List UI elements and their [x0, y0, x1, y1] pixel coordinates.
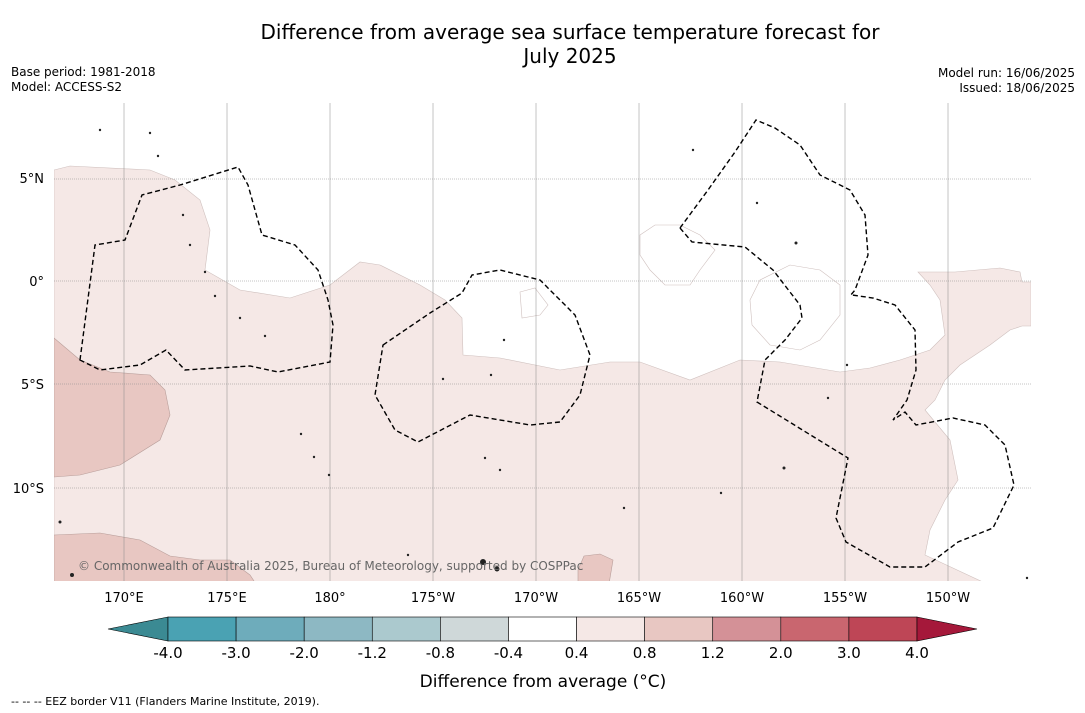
- colorbar-title: Difference from average (°C): [420, 672, 667, 692]
- eez-line-islands: [679, 119, 869, 297]
- colorbar-extension-high: [916, 616, 978, 642]
- eez-phoenix: [374, 269, 591, 443]
- colorbar-tick-label: 3.0: [837, 644, 861, 662]
- colorbar-tick-label: 2.0: [769, 644, 793, 662]
- lon-label: 160°W: [720, 591, 764, 606]
- lon-label: 175°E: [207, 591, 247, 606]
- lon-label: 170°W: [514, 591, 558, 606]
- colorbar-segment: [644, 616, 714, 642]
- meta-left: Base period: 1981-2018 Model: ACCESS-S2: [11, 65, 156, 95]
- eez-borders: [79, 119, 1015, 568]
- eez-tuvalu: [79, 166, 334, 373]
- eez-footnote: -- -- -- EEZ border V11 (Flanders Marine…: [11, 695, 320, 708]
- colorbar-segment: [780, 616, 850, 642]
- model-name: Model: ACCESS-S2: [11, 80, 123, 94]
- colorbar-tick-label: 0.4: [565, 644, 589, 662]
- colorbar-tick-label: -4.0: [153, 644, 182, 662]
- colorbar-segment: [712, 616, 782, 642]
- anomaly-hole-2: [519, 287, 549, 319]
- colorbar-segment: [303, 616, 373, 642]
- colorbar-segment: [235, 616, 305, 642]
- base-period: Base period: 1981-2018: [11, 65, 156, 79]
- lon-label: 175°W: [411, 591, 455, 606]
- title-line-1: Difference from average sea surface temp…: [260, 20, 880, 44]
- lon-label: 165°W: [617, 591, 661, 606]
- lon-labels: 170°E 175°E 180° 175°W 170°W 165°W 160°W…: [104, 591, 970, 606]
- lat-label: 5°S: [21, 378, 44, 393]
- anomaly-region-moderate-southwest: [54, 532, 255, 581]
- colorbar-tick-label: -1.2: [358, 644, 387, 662]
- issued-date: Issued: 18/06/2025: [959, 81, 1075, 95]
- colorbar-tick-label: -3.0: [221, 644, 250, 662]
- colorbar-tick-label: 0.8: [633, 644, 657, 662]
- anomaly-hole-3: [749, 264, 841, 351]
- lat-label: 0°: [29, 275, 44, 290]
- lon-label: 150°W: [926, 591, 970, 606]
- map-title: Difference from average sea surface temp…: [0, 20, 1085, 68]
- colorbar-segment: [508, 616, 577, 642]
- colorbar-tick-label: -0.8: [426, 644, 455, 662]
- colorbar-tick-label: -2.0: [290, 644, 319, 662]
- colorbar-tick-label: -0.4: [494, 644, 523, 662]
- colorbar: -4.0 -3.0 -2.0 -1.2 -0.8 -0.4 0.4 0.8 1.2 2.0 3.0 4…: [107, 616, 978, 662]
- colorbar-segment: [576, 616, 645, 642]
- lon-label: 170°E: [104, 591, 144, 606]
- lat-labels: 5°N 0° 5°S 10°S: [13, 172, 44, 497]
- colorbar-segment: [371, 616, 441, 642]
- colorbar-segment: [167, 616, 237, 642]
- map-area: [54, 165, 1031, 581]
- colorbar-tick-label: 1.2: [701, 644, 725, 662]
- lat-label: 5°N: [20, 172, 45, 187]
- colorbar-tick-label: 4.0: [905, 644, 929, 662]
- copyright-text: © Commonwealth of Australia 2025, Bureau…: [78, 559, 583, 573]
- anomaly-region-moderate-west: [54, 337, 171, 478]
- colorbar-extension-low: [107, 616, 169, 642]
- islands: [58, 128, 1029, 580]
- lon-label: 180°: [314, 591, 345, 606]
- gridlines: [54, 103, 1031, 581]
- eez-jarvis: [679, 227, 1015, 568]
- title-line-2: July 2025: [523, 44, 617, 68]
- colorbar-segment: [848, 616, 918, 642]
- lat-label: 10°S: [13, 482, 44, 497]
- colorbar-segment: [440, 616, 509, 642]
- anomaly-hole-1: [639, 224, 716, 286]
- model-run: Model run: 16/06/2025: [937, 66, 1075, 80]
- lon-label: 155°W: [823, 591, 867, 606]
- meta-right: Model run: 16/06/2025 Issued: 18/06/2025: [938, 66, 1075, 96]
- anomaly-region-moderate-south: [577, 553, 614, 581]
- anomaly-region-light: [54, 165, 1031, 581]
